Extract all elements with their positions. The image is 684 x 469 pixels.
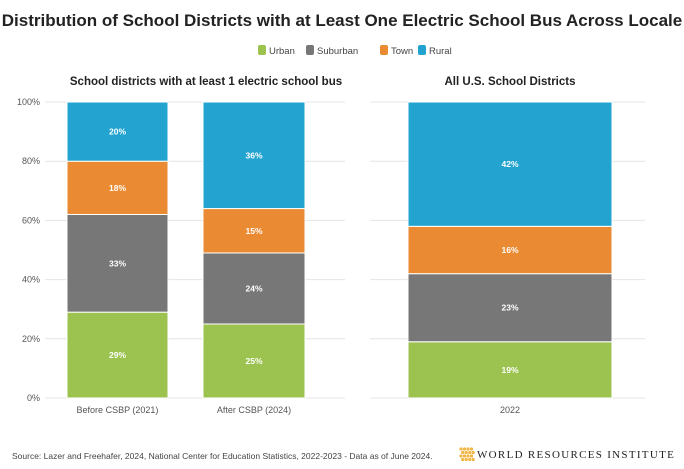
panel-title-left: School districts with at least 1 electri… [70, 76, 342, 88]
y-tick-label: 60% [22, 215, 40, 225]
logo-dot [471, 457, 475, 462]
bar-suburban [66, 213, 169, 313]
logo-dot [462, 447, 467, 451]
logo-dot [461, 457, 465, 462]
bar-urban [66, 311, 169, 399]
data-label: 19% [501, 365, 518, 375]
wri-logo [459, 447, 475, 462]
legend: Urban Suburban Town Rural [258, 45, 452, 57]
legend-label-urban: Urban [269, 46, 295, 57]
bar-urban [202, 323, 306, 399]
bar-town [407, 225, 613, 275]
source-separator: , [143, 451, 149, 461]
x-tick-label: Before CSBP (2021) [77, 405, 159, 415]
data-label: 25% [245, 356, 262, 366]
logo-dot [464, 450, 468, 455]
logo-dot [469, 447, 474, 451]
data-label: 16% [501, 245, 518, 255]
logo-dot [459, 454, 463, 458]
bar-rural [66, 101, 169, 162]
source-link-nces[interactable]: National Center for Education Statistics… [148, 451, 342, 461]
data-label: 42% [501, 159, 518, 169]
logo-dot [469, 454, 474, 458]
logo-dot [464, 457, 468, 462]
data-label: 24% [245, 283, 262, 293]
logo-dot [466, 447, 470, 451]
x-tick-label: 2022 [500, 405, 520, 415]
y-tick-label: 0% [27, 393, 40, 403]
logo-dot [461, 450, 465, 455]
data-label: 18% [109, 183, 126, 193]
y-tick-label: 40% [22, 275, 40, 285]
bar-suburban [407, 273, 613, 343]
bar-suburban [202, 252, 306, 325]
bar-rural [407, 101, 613, 227]
source-prefix: Source: [12, 451, 44, 461]
data-label: 20% [109, 127, 126, 137]
y-tick-label: 20% [22, 334, 40, 344]
source-link-lazer[interactable]: Lazer and Freehafer, 2024 [43, 451, 144, 461]
data-label: 29% [109, 350, 126, 360]
chart-title: Distribution of School Districts with at… [2, 11, 682, 30]
data-label: 23% [501, 303, 518, 313]
source-note: Source: Lazer and Freehafer, 2024, Natio… [12, 451, 433, 461]
y-tick-label: 100% [17, 97, 40, 107]
logo-dot [468, 457, 472, 462]
data-label: 36% [245, 150, 262, 160]
legend-label-suburban: Suburban [317, 46, 358, 57]
logo-dot [462, 454, 467, 458]
logo-text: WORLD RESOURCES INSTITUTE [477, 449, 676, 461]
logo-dot [459, 447, 463, 451]
legend-swatch-town [380, 45, 388, 55]
logo-dot [468, 450, 472, 455]
legend-label-town: Town [391, 46, 413, 57]
legend-swatch-suburban [306, 45, 314, 55]
legend-swatch-urban [258, 45, 266, 55]
source-suffix: - Data as of June 2024. [341, 451, 433, 461]
x-tick-label: After CSBP (2024) [217, 405, 291, 415]
legend-label-rural: Rural [429, 46, 452, 57]
logo-dot [471, 450, 475, 455]
logo-dot [466, 454, 470, 458]
y-tick-label: 80% [22, 156, 40, 166]
data-label: 15% [245, 226, 262, 236]
bar-town [202, 208, 306, 254]
legend-swatch-rural [418, 45, 426, 55]
data-label: 33% [109, 258, 126, 268]
panel-title-right: All U.S. School Districts [445, 76, 576, 88]
bar-rural [202, 101, 306, 210]
